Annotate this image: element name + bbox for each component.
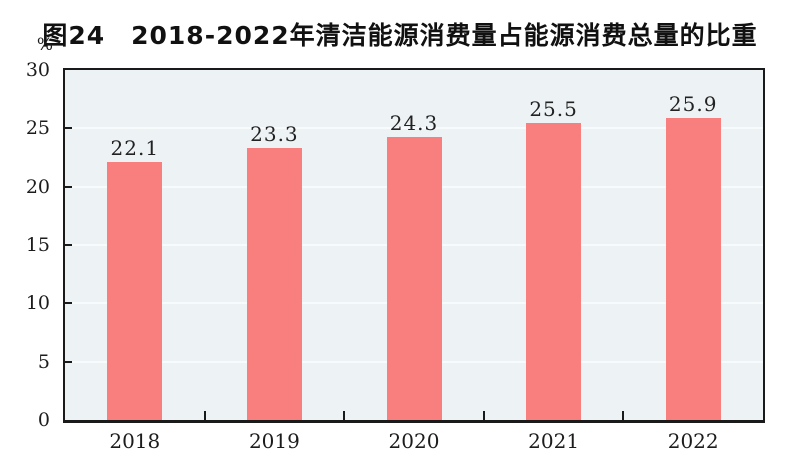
x-tick-mark-3 — [482, 411, 485, 420]
bar-value-label-2021: 25.5 — [529, 96, 578, 121]
bar-2018 — [107, 162, 163, 420]
gridline-25 — [65, 127, 763, 130]
x-tick-label-2019: 2019 — [248, 429, 300, 453]
y-tick-label-30: 30 — [25, 59, 50, 81]
bar-2021 — [526, 122, 582, 420]
y-axis-tick-labels: 0 5 10 15 20 25 30 — [0, 0, 50, 468]
x-tick-label-2020: 2020 — [388, 429, 440, 453]
bar-value-label-2022: 25.9 — [668, 91, 718, 116]
chart-title: 图24 2018-2022年清洁能源消费量占能源消费总量的比重 — [42, 21, 758, 50]
bar-value-label-2018: 22.1 — [110, 136, 160, 161]
x-tick-label-2021: 2021 — [528, 429, 580, 453]
plot-area: 22.1 23.3 24.3 25.5 25.9 — [63, 68, 765, 423]
bar-value-label-2019: 23.3 — [250, 122, 299, 147]
bar-2020 — [386, 136, 442, 420]
y-tick-mark-10 — [65, 302, 72, 305]
y-tick-label-10: 10 — [25, 292, 50, 315]
y-tick-mark-5 — [65, 360, 72, 363]
x-tick-label-2018: 2018 — [109, 429, 161, 453]
y-tick-label-0: 0 — [37, 409, 50, 431]
y-tick-mark-25 — [65, 127, 72, 130]
x-axis-tick-labels: 2018 2019 2020 2021 2022 — [0, 429, 800, 453]
x-tick-mark-2 — [343, 411, 346, 420]
x-tick-label-2022: 2022 — [667, 429, 719, 453]
bar-2022 — [665, 117, 721, 420]
x-tick-mark-1 — [203, 411, 206, 420]
bar-2019 — [246, 148, 302, 420]
y-tick-mark-15 — [65, 244, 72, 246]
bar-value-label-2020: 24.3 — [389, 110, 439, 135]
y-tick-label-20: 20 — [25, 175, 50, 198]
y-axis-unit-label: % — [36, 35, 54, 55]
y-tick-label-15: 15 — [25, 234, 50, 256]
y-tick-label-25: 25 — [25, 117, 50, 140]
y-tick-mark-20 — [65, 185, 72, 188]
x-tick-mark-4 — [622, 411, 625, 420]
y-tick-label-5: 5 — [37, 350, 50, 373]
